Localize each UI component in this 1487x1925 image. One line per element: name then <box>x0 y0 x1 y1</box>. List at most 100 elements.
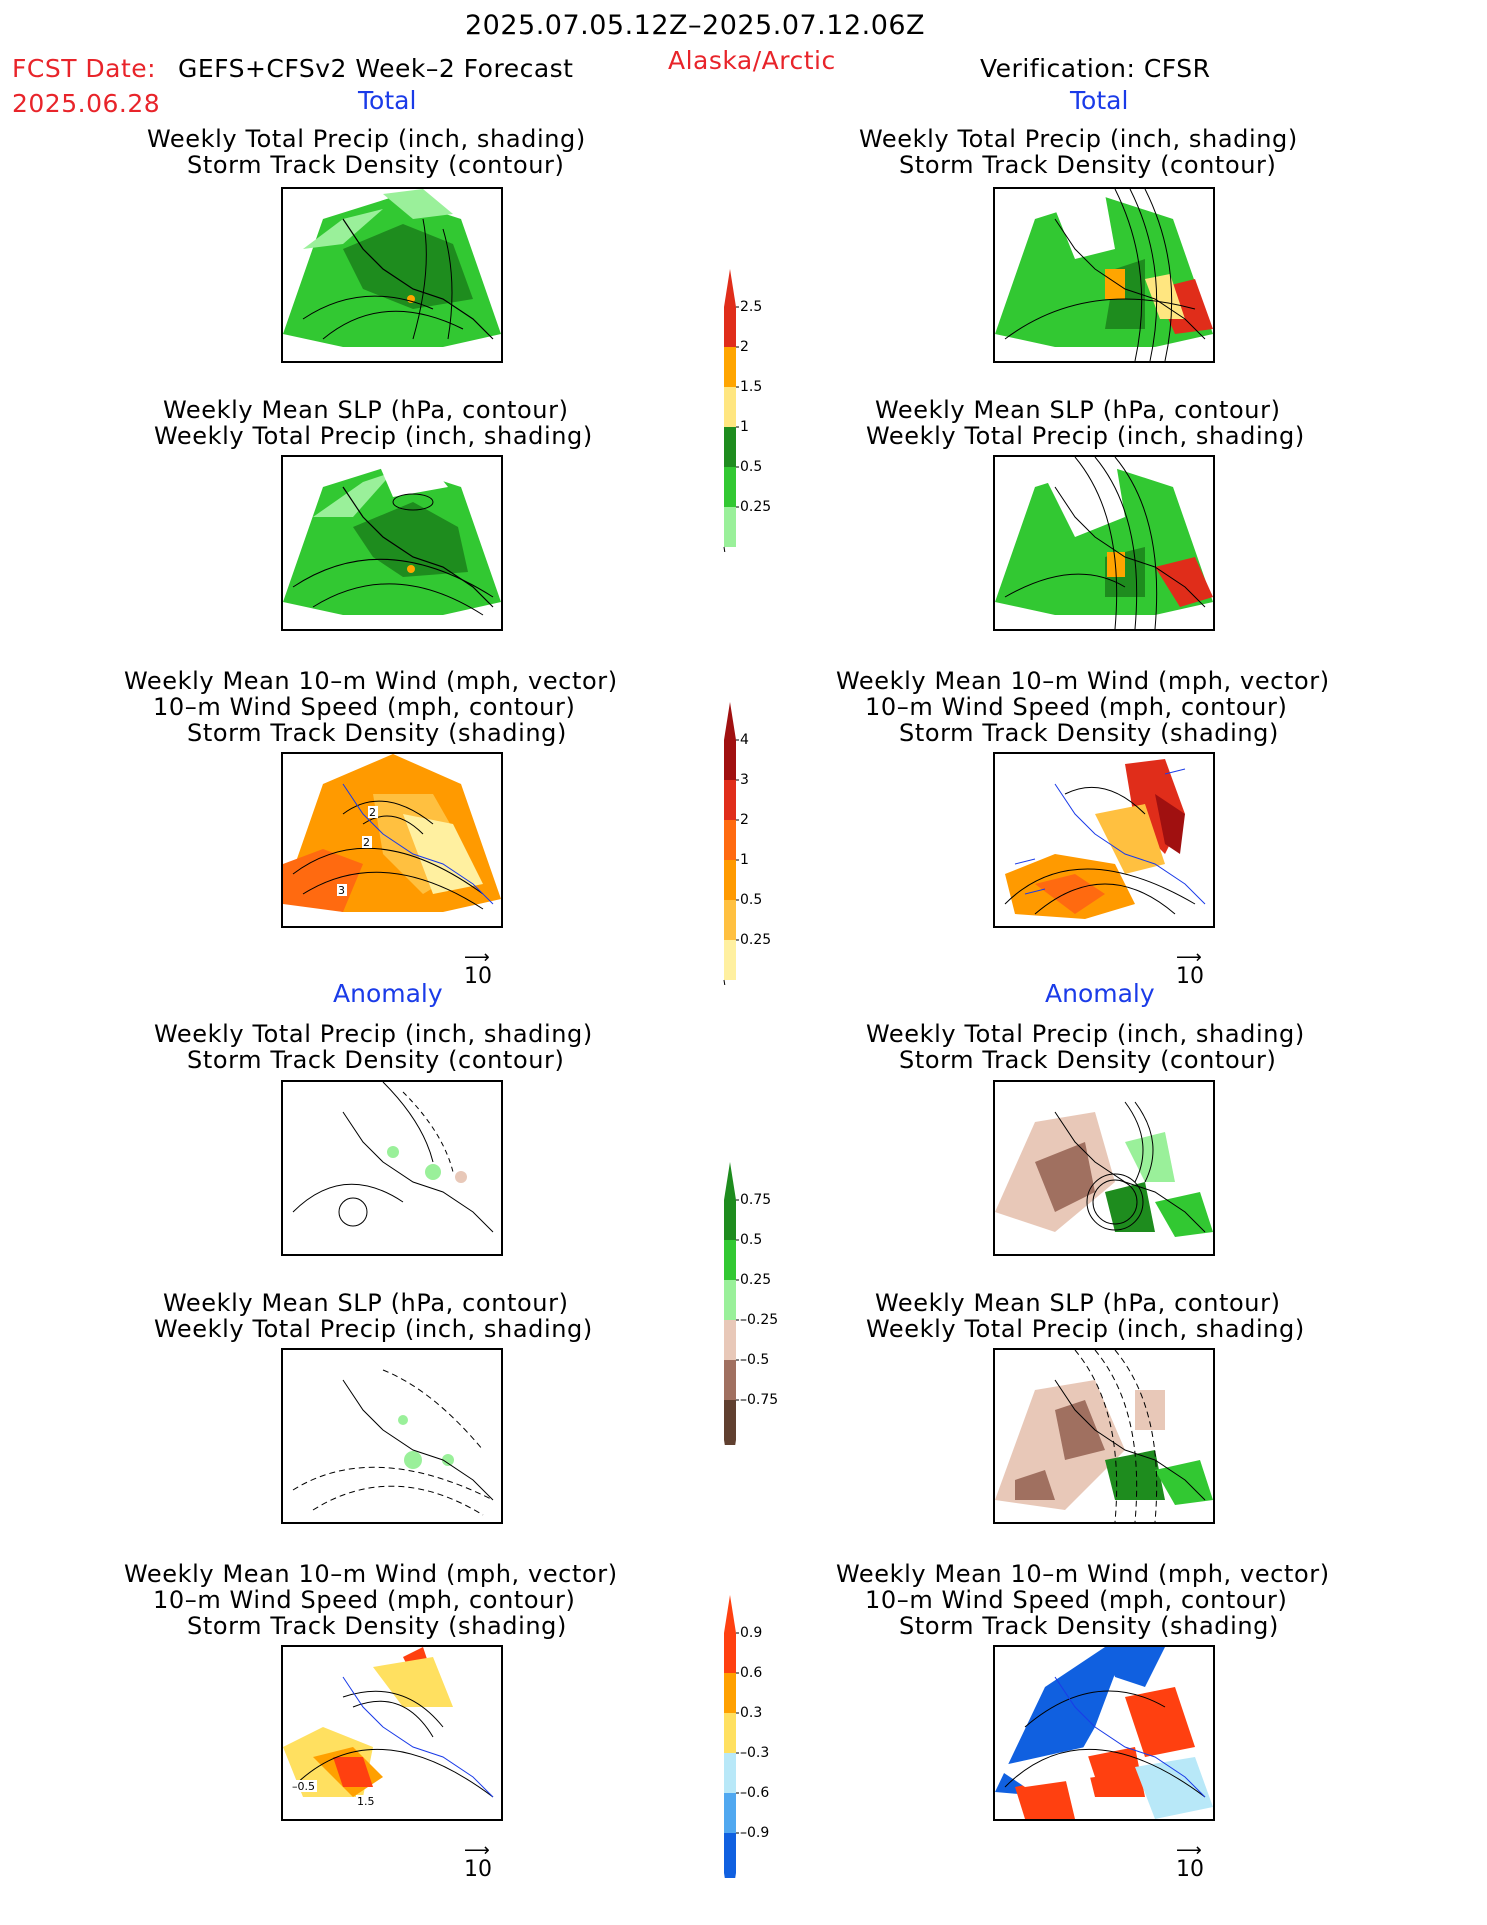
arrow-right-icon: ⟶ <box>464 1840 490 1861</box>
vector-reference: ⟶ 10 <box>464 1840 492 1883</box>
fcst-date-label: FCST Date: <box>12 56 156 81</box>
colorbar-segment <box>724 507 736 547</box>
colorbar-segment <box>724 1280 736 1320</box>
vector-reference: ⟶ 10 <box>1176 947 1204 990</box>
fcst-date-value: 2025.06.28 <box>12 89 161 118</box>
panel-title-line: Weekly Total Precip (inch, shading) <box>866 1315 1305 1343</box>
panel-title-line: Weekly Mean SLP (hPa, contour) <box>875 1289 1281 1317</box>
colorbar-tick-label: 1.5 <box>740 379 762 395</box>
colorbar-precip-total: 2.5 2 1.5 1 0.5 0.25 <box>718 267 798 586</box>
colorbar-segment <box>724 1240 736 1280</box>
panel-title-line: Weekly Mean SLP (hPa, contour) <box>163 1289 569 1317</box>
map-anom-wind-obs <box>993 1645 1215 1821</box>
colorbar-segment <box>724 860 736 900</box>
colorbar-tick-label: 0.6 <box>740 1665 762 1681</box>
colorbar-end-triangle <box>724 1595 736 1633</box>
panel-title-line: 10–m Wind Speed (mph, contour) <box>153 1586 576 1614</box>
panel-title-line: Weekly Total Precip (inch, shading) <box>866 1020 1305 1048</box>
map-total-wind-fcst: 2 2 3 <box>281 752 503 928</box>
colorbar-segment <box>724 347 736 387</box>
map-contour-label: –0.5 <box>292 1780 315 1793</box>
vector-scale-label: 10 <box>464 964 492 989</box>
section-anomaly-right: Anomaly <box>1045 979 1155 1008</box>
colorbar-precip-anom: 0.75 0.5 0.25 –0.25 –0.5 –0.75 <box>718 1160 798 1478</box>
map-total-precip-storm-fcst <box>281 187 503 363</box>
section-total-right: Total <box>1070 86 1129 115</box>
panel-title-line: Storm Track Density (contour) <box>187 151 565 179</box>
colorbar-end-triangle <box>724 1440 736 1478</box>
colorbar-segment <box>724 820 736 860</box>
colorbar-tick-label: 0.3 <box>740 1705 762 1721</box>
model-name: GEFS+CFSv2 Week–2 Forecast <box>178 54 574 83</box>
colorbar-segment <box>724 1793 736 1833</box>
section-total-left: Total <box>358 86 417 115</box>
colorbar-tick-label: –0.9 <box>740 1825 769 1841</box>
map-anom-slp-precip-fcst <box>281 1348 503 1524</box>
period-title: 2025.07.05.12Z–2025.07.12.06Z <box>465 10 926 41</box>
panel-title-line: Storm Track Density (contour) <box>187 1046 565 1074</box>
colorbar-tick-label: –0.3 <box>740 1745 769 1761</box>
colorbar-storm-total: 4 3 2 1 0.5 0.25 <box>718 700 798 1019</box>
verification-label: Verification: CFSR <box>980 54 1211 83</box>
colorbar-tick-label: 4 <box>740 732 749 748</box>
colorbar-segment <box>724 1320 736 1360</box>
map-contour-label: 2 <box>363 836 370 849</box>
panel-title-line: Weekly Total Precip (inch, shading) <box>154 1315 593 1343</box>
colorbar-tick-label: 0.25 <box>740 499 771 515</box>
colorbar-tick-label: 0.5 <box>740 1232 762 1248</box>
colorbar-tick-label: 0.5 <box>740 459 762 475</box>
panel-title-line: Weekly Mean SLP (hPa, contour) <box>163 396 569 424</box>
colorbar-segment <box>724 467 736 507</box>
colorbar-segment <box>724 1753 736 1793</box>
colorbar-segment <box>724 1713 736 1753</box>
colorbar-storm-anom: 0.9 0.6 0.3 –0.3 –0.6 –0.9 <box>718 1593 798 1911</box>
colorbar-segment <box>724 1833 736 1873</box>
colorbar-segment <box>724 387 736 427</box>
colorbar-end-triangle <box>724 702 736 740</box>
panel-title-line: 10–m Wind Speed (mph, contour) <box>865 1586 1288 1614</box>
colorbar-segment <box>724 1673 736 1713</box>
panel-title-line: Storm Track Density (shading) <box>899 719 1279 747</box>
panel-title-line: Weekly Mean 10–m Wind (mph, vector) <box>124 1560 618 1588</box>
colorbar-tick-label: 0.25 <box>740 1272 771 1288</box>
colorbar-end-triangle <box>724 269 736 307</box>
colorbar-segment <box>724 427 736 467</box>
vector-scale-label: 10 <box>1176 1857 1204 1882</box>
colorbar-end-line <box>723 546 731 586</box>
arrow-right-icon: ⟶ <box>464 947 490 968</box>
map-anom-slp-precip-obs <box>993 1348 1215 1524</box>
colorbar-tick-label: 0.25 <box>740 932 771 948</box>
colorbar-segment <box>724 307 736 347</box>
map-anom-precip-storm-fcst <box>281 1080 503 1256</box>
panel-title-line: Weekly Mean 10–m Wind (mph, vector) <box>836 667 1330 695</box>
colorbar-tick-label: 2 <box>740 812 749 828</box>
map-contour-label: 2 <box>369 806 376 819</box>
panel-title-line: Storm Track Density (shading) <box>187 1612 567 1640</box>
region-label: Alaska/Arctic <box>668 46 836 75</box>
section-anomaly-left: Anomaly <box>333 979 443 1008</box>
colorbar-segment <box>724 1360 736 1400</box>
colorbar-tick-label: –0.75 <box>740 1392 778 1408</box>
colorbar-segment <box>724 780 736 820</box>
colorbar-tick-label: 2.5 <box>740 299 762 315</box>
arrow-right-icon: ⟶ <box>1176 1840 1202 1861</box>
colorbar-end-line <box>723 979 731 1019</box>
colorbar-segment <box>724 1633 736 1673</box>
map-total-slp-precip-fcst <box>281 455 503 631</box>
map-anom-wind-fcst: –0.5 1.5 <box>281 1645 503 1821</box>
colorbar-tick-label: 1 <box>740 419 749 435</box>
colorbar-segment <box>724 1200 736 1240</box>
panel-title-line: 10–m Wind Speed (mph, contour) <box>153 693 576 721</box>
vector-scale-label: 10 <box>1176 964 1204 989</box>
panel-title-line: Weekly Total Precip (inch, shading) <box>859 125 1298 153</box>
colorbar-tick-label: 3 <box>740 772 749 788</box>
colorbar-segment <box>724 740 736 780</box>
colorbar-tick-label: 0.75 <box>740 1192 771 1208</box>
colorbar-tick-label: –0.6 <box>740 1785 769 1801</box>
arrow-right-icon: ⟶ <box>1176 947 1202 968</box>
colorbar-segment <box>724 900 736 940</box>
colorbar-tick-label: 0.5 <box>740 892 762 908</box>
panel-title-line: Storm Track Density (shading) <box>187 719 567 747</box>
panel-title-line: Weekly Total Precip (inch, shading) <box>866 422 1305 450</box>
panel-title-line: Storm Track Density (contour) <box>899 151 1277 179</box>
